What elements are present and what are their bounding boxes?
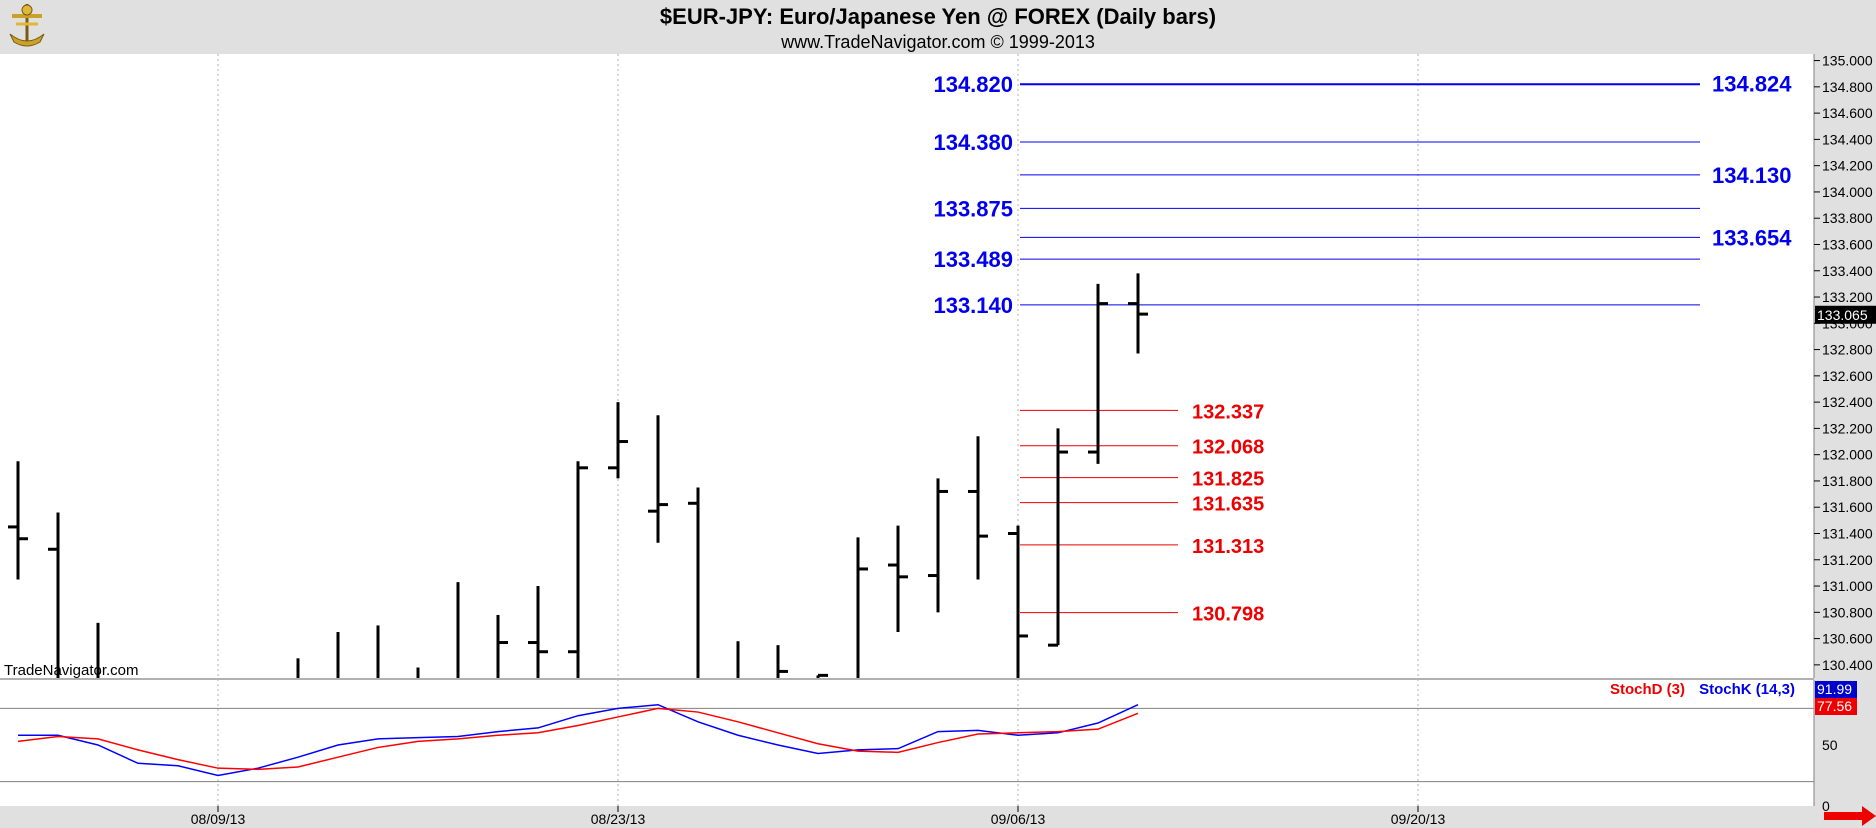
date-tick-label: 08/09/13: [191, 811, 246, 827]
upper-level-label: 133.140: [933, 293, 1013, 318]
lower-level-label: 130.798: [1192, 604, 1264, 626]
ohlc-bar: [648, 415, 668, 543]
price-tick-label: 132.000: [1822, 447, 1873, 463]
scroll-right-arrow-icon[interactable]: [1824, 806, 1876, 826]
price-tick-label: 130.400: [1822, 657, 1873, 673]
upper-level-right-label: 134.130: [1712, 163, 1792, 188]
last-price-badge: [1815, 305, 1876, 324]
price-tick-label: 134.600: [1822, 105, 1873, 121]
price-levels: 134.820 134.380 133.875 133.489 133.140 134.8…: [933, 72, 1792, 626]
price-tick-label: 134.000: [1822, 184, 1873, 200]
stoch-k-value: 91.99: [1817, 681, 1852, 697]
ohlc-bar: [48, 512, 60, 678]
price-tick-label: 132.600: [1822, 368, 1873, 384]
price-tick-label: 133.400: [1822, 263, 1873, 279]
ohlc-bar: [1128, 273, 1148, 354]
price-tick-label: 132.400: [1822, 394, 1873, 410]
upper-level-right-label: 133.654: [1712, 225, 1792, 250]
upper-level-right-label: 134.824: [1712, 72, 1792, 97]
ohlc-bar: [928, 478, 948, 613]
ohlc-bar: [816, 673, 828, 678]
stoch-d-value: 77.56: [1817, 698, 1852, 714]
stoch-k-line: [18, 703, 1139, 777]
price-tick-label: 131.800: [1822, 473, 1873, 489]
date-axis: 08/09/13 08/23/13 09/06/13 09/20/13: [191, 806, 1446, 827]
upper-level-label: 134.820: [933, 72, 1013, 97]
lower-level-label: 131.313: [1192, 536, 1264, 558]
ohlc-bar: [1088, 283, 1108, 464]
stoch-d-legend: StochD (3): [1610, 681, 1685, 698]
price-tick-label: 133.600: [1822, 236, 1873, 252]
ohlc-bar: [496, 614, 508, 678]
price-tick-label: 131.400: [1822, 525, 1873, 541]
lower-level-label: 131.635: [1192, 494, 1264, 516]
ohlc-bar: [568, 461, 588, 678]
ohlc-bar: [1008, 525, 1028, 678]
price-tick-label: 134.800: [1822, 79, 1873, 95]
chart-title: $EUR-JPY: Euro/Japanese Yen @ FOREX (Dai…: [659, 4, 1217, 29]
stoch-k-badge: [1815, 681, 1857, 698]
stoch-d-line: [17, 707, 1139, 771]
ohlc-bar: [688, 487, 700, 678]
price-bars: [8, 273, 1148, 678]
stoch-d-badge: [1815, 698, 1857, 715]
ohlc-bar: [1048, 428, 1068, 647]
ohlc-bar: [528, 586, 548, 678]
ohlc-bar: [888, 525, 908, 633]
lower-level-label: 131.825: [1192, 469, 1264, 491]
lower-level-label: 132.337: [1192, 401, 1264, 423]
price-tick-label: 132.200: [1822, 420, 1873, 436]
price-tick-label: 133.800: [1822, 210, 1873, 226]
watermark: TradeNavigator.com: [4, 662, 139, 679]
price-axis: 135.000 134.800 134.600 134.400 134.200 134.0…: [1813, 53, 1876, 678]
stoch-pane: [0, 680, 1814, 806]
upper-level-label: 133.875: [933, 196, 1013, 221]
stoch-reference-lines: [0, 707, 1814, 783]
upper-level-label: 134.380: [933, 130, 1013, 155]
chart-subtitle: www.TradeNavigator.com © 1999-2013: [781, 32, 1095, 52]
price-pane: [0, 54, 1814, 678]
price-tick-label: 131.600: [1822, 499, 1873, 515]
ohlc-bar: [856, 537, 868, 678]
stoch-lines: [17, 703, 1139, 777]
price-tick-label: 133.200: [1822, 289, 1873, 305]
price-tick-label: 130.800: [1822, 604, 1873, 620]
price-tick-label: 131.200: [1822, 552, 1873, 568]
price-tick-label: 134.400: [1822, 131, 1873, 147]
upper-level-label: 133.489: [933, 247, 1013, 272]
price-tick-label: 130.600: [1822, 631, 1873, 647]
price-tick-label: 135.000: [1822, 53, 1873, 69]
ohlc-bar: [8, 461, 28, 580]
price-tick-label: 132.800: [1822, 342, 1873, 358]
ohlc-bar: [776, 645, 788, 678]
date-tick-label: 08/23/13: [591, 811, 646, 827]
price-tick-label: 131.000: [1822, 578, 1873, 594]
date-tick-label: 09/20/13: [1391, 811, 1446, 827]
stoch-k-legend: StochK (14,3): [1699, 681, 1795, 698]
ohlc-bar: [608, 402, 628, 479]
stoch-tick-label: 0: [1822, 798, 1830, 814]
navigator-logo-icon: [9, 4, 45, 47]
date-tick-label: 09/06/13: [991, 811, 1046, 827]
price-tick-label: 134.200: [1822, 158, 1873, 174]
last-price-label: 133.065: [1817, 307, 1868, 323]
lower-level-label: 132.068: [1192, 437, 1264, 459]
ohlc-bar: [968, 436, 988, 580]
stoch-tick-label: 50: [1822, 737, 1838, 753]
